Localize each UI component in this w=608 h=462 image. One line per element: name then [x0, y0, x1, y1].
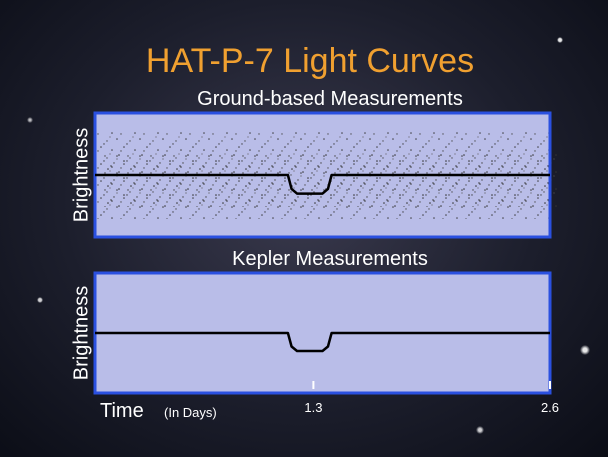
panel-title: Kepler Measurements	[232, 248, 428, 270]
x-axis-label: Time	[100, 400, 144, 422]
y-axis-label: Brightness	[70, 128, 92, 223]
x-tick-label: 2.6	[541, 400, 559, 415]
y-axis-label: Brightness	[70, 286, 92, 381]
x-axis-unit: (In Days)	[164, 405, 217, 420]
panel-title: Ground-based Measurements	[197, 88, 463, 110]
light-curve	[95, 173, 550, 195]
main-title: HAT-P-7 Light Curves	[146, 42, 474, 80]
light-curve	[95, 331, 550, 353]
x-tick-label: 1.3	[304, 400, 322, 415]
